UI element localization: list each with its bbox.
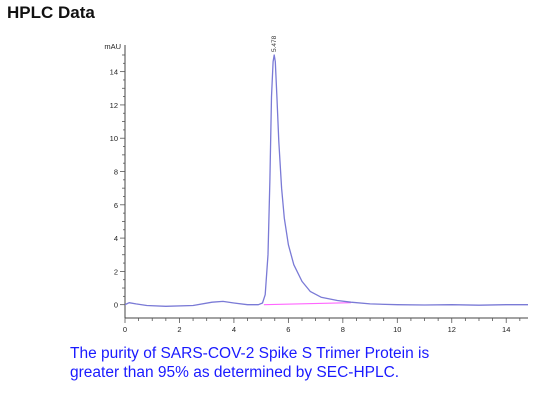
x-tick-label: 14 — [502, 325, 510, 334]
integration-baseline — [263, 302, 352, 306]
y-axis-label: mAU — [104, 42, 121, 51]
caption-line-1: The purity of SARS-COV-2 Spike S Trimer … — [70, 345, 430, 362]
y-tick-label: 8 — [114, 168, 118, 177]
y-tick-label: 2 — [114, 267, 118, 276]
y-tick-label: 0 — [114, 301, 118, 310]
page-title: HPLC Data — [7, 3, 95, 22]
y-tick-label: 14 — [110, 68, 118, 77]
y-tick-label: 6 — [114, 201, 118, 210]
x-tick-label: 0 — [123, 325, 127, 334]
x-tick-label: 12 — [448, 325, 456, 334]
x-tick-label: 2 — [177, 325, 181, 334]
x-tick-label: 10 — [393, 325, 401, 334]
x-tick-label: 8 — [341, 325, 345, 334]
x-tick-label: 6 — [286, 325, 290, 334]
purity-caption: The purity of SARS-COV-2 Spike S Trimer … — [70, 344, 540, 382]
y-tick-label: 4 — [114, 234, 118, 243]
chromatogram-trace — [124, 54, 528, 307]
y-tick-label: 10 — [110, 134, 118, 143]
peak-retention-label: 5.478 — [271, 35, 278, 52]
hplc-chromatogram: 0 2 4 6 8 10 12 14 0 2 4 6 8 10 12 14 mAU 5.478 — [104, 35, 528, 334]
y-tick-label: 12 — [110, 101, 118, 110]
caption-line-2: greater than 95% as determined by SEC-HP… — [70, 364, 400, 381]
x-tick-label: 4 — [232, 325, 236, 334]
